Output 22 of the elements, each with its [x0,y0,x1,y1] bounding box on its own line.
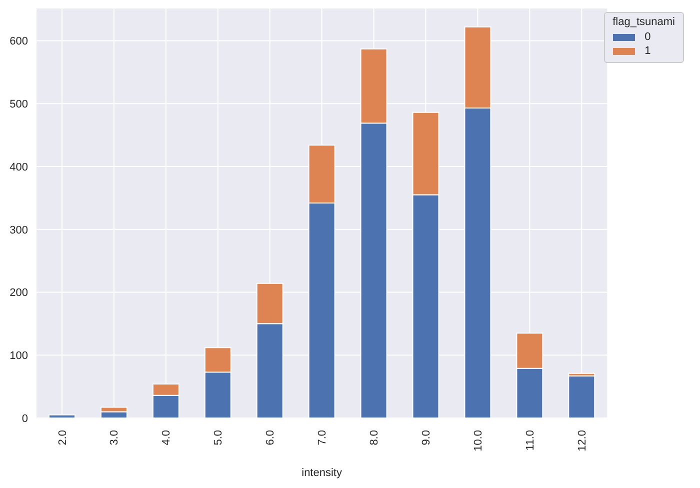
legend-label: 0 [644,31,651,43]
x-tick-label: 6.0 [264,430,277,446]
legend-label: 1 [644,45,651,57]
x-tick-label: 10.0 [472,430,485,452]
legend-title: flag_tsunami [612,16,675,28]
y-tick-label: 0 [22,412,28,425]
x-tick-label: 11.0 [524,430,536,451]
y-tick-label: 500 [10,98,28,110]
x-tick-label: 8.0 [368,430,381,446]
x-tick-label: 12.0 [576,430,588,452]
x-tick-label: 9.0 [420,430,433,446]
y-tick-label: 600 [10,36,28,48]
x-tick-label: 3.0 [108,430,121,446]
x-tick-label: 4.0 [160,430,173,446]
y-tick-label: 100 [10,350,28,362]
x-axis-title: intensity [302,467,342,479]
y-tick-label: 300 [10,224,28,236]
y-tick-label: 400 [10,161,28,174]
y-tick-label: 200 [10,287,28,300]
x-tick-label: 5.0 [212,430,225,446]
x-tick-label: 2.0 [56,430,69,446]
x-tick-label: 7.0 [316,430,329,446]
